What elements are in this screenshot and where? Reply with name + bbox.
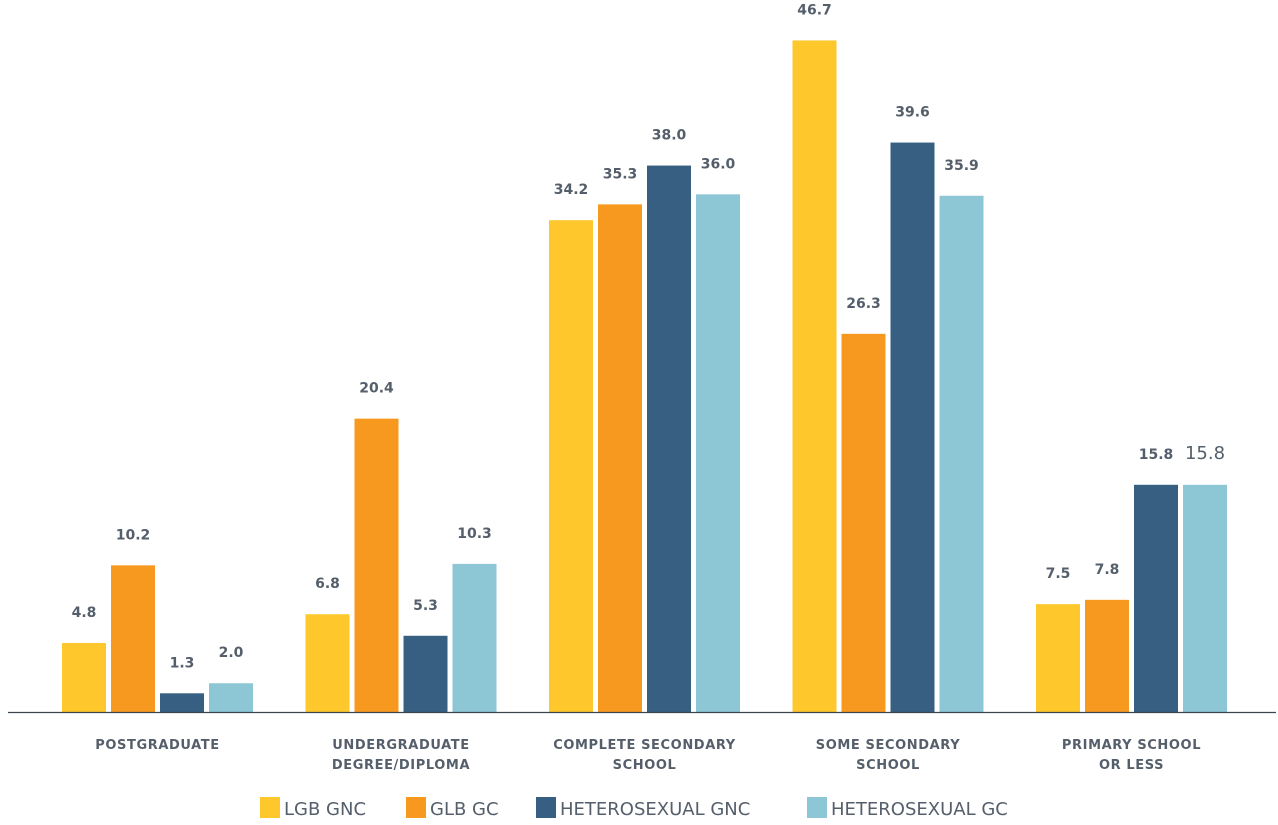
legend-label-3: HETEROSEXUAL GNC xyxy=(560,799,750,820)
bar-4-series-3 xyxy=(890,142,935,712)
bar-3-series-1 xyxy=(549,220,593,713)
value-label-4-series-3: 39.6 xyxy=(895,105,930,121)
value-label-5-series-4: 15.8 xyxy=(1185,443,1225,464)
legend-swatch-1 xyxy=(260,797,280,818)
bar-5-series-2 xyxy=(1085,599,1129,712)
bar-5-series-1 xyxy=(1036,604,1080,712)
value-label-3-series-1: 34.2 xyxy=(554,182,589,198)
category-labels-layer: POSTGRADUATE UNDERGRADUATE DEGREE/DIPLOMA C… xyxy=(95,738,1201,773)
value-label-1-series-4: 2.0 xyxy=(219,645,244,661)
bar-5-series-4 xyxy=(1183,484,1227,712)
legend-label-1: LGB GNC xyxy=(284,799,366,820)
value-label-5-series-2: 7.8 xyxy=(1095,562,1120,578)
bar-4-series-4 xyxy=(939,195,984,712)
value-label-5-series-1: 7.5 xyxy=(1046,566,1071,582)
bar-3-series-2 xyxy=(598,204,642,713)
bar-5-series-3 xyxy=(1134,484,1178,712)
bar-3-series-4 xyxy=(696,194,740,712)
legend-swatch-4 xyxy=(807,797,827,818)
value-label-5-series-3: 15.8 xyxy=(1139,447,1174,463)
value-label-3-series-3: 38.0 xyxy=(652,128,687,144)
bar-1-series-3 xyxy=(160,693,204,712)
bar-1-series-1 xyxy=(62,642,106,712)
value-label-2-series-4: 10.3 xyxy=(457,526,492,542)
bar-3-series-3 xyxy=(647,165,691,712)
bars-layer xyxy=(62,40,1227,713)
category-label-3: COMPLETE SECONDARY SCHOOL xyxy=(553,738,736,773)
bar-2-series-3 xyxy=(403,635,448,712)
value-label-1-series-1: 4.8 xyxy=(72,605,97,621)
value-label-1-series-3: 1.3 xyxy=(170,655,195,671)
bar-4-series-2 xyxy=(841,333,886,712)
legend-label-4: HETEROSEXUAL GC xyxy=(831,799,1008,820)
value-label-4-series-4: 35.9 xyxy=(944,158,979,174)
bar-4-series-1 xyxy=(792,40,837,713)
category-label-4: SOME SECONDARY SCHOOL xyxy=(816,738,960,773)
value-label-2-series-3: 5.3 xyxy=(413,598,438,614)
value-label-2-series-2: 20.4 xyxy=(359,381,394,397)
category-label-1: POSTGRADUATE xyxy=(95,738,220,753)
value-label-2-series-1: 6.8 xyxy=(315,576,340,592)
value-label-1-series-2: 10.2 xyxy=(116,527,151,543)
value-label-4-series-1: 46.7 xyxy=(797,2,832,18)
legend-swatch-2 xyxy=(406,797,426,818)
bar-1-series-2 xyxy=(111,565,155,712)
bar-1-series-4 xyxy=(209,683,253,712)
legend: LGB GNC GLB GC HETEROSEXUAL GNC HETEROSEXUA… xyxy=(260,797,1008,820)
value-label-4-series-2: 26.3 xyxy=(846,296,881,312)
bar-2-series-2 xyxy=(354,418,399,712)
legend-swatch-3 xyxy=(536,797,556,818)
category-label-2: UNDERGRADUATE DEGREE/DIPLOMA xyxy=(332,738,470,773)
value-label-3-series-4: 36.0 xyxy=(701,156,736,172)
bar-2-series-1 xyxy=(305,614,350,712)
value-label-3-series-2: 35.3 xyxy=(603,166,638,182)
bar-2-series-4 xyxy=(452,563,497,712)
value-labels-layer: 4.8 10.2 1.3 2.0 6.8 20.4 5.3 10.3 34.2 35.3 38.0 3… xyxy=(72,2,1225,671)
legend-label-2: GLB GC xyxy=(430,799,499,820)
category-label-5: PRIMARY SCHOOL OR LESS xyxy=(1062,738,1201,773)
